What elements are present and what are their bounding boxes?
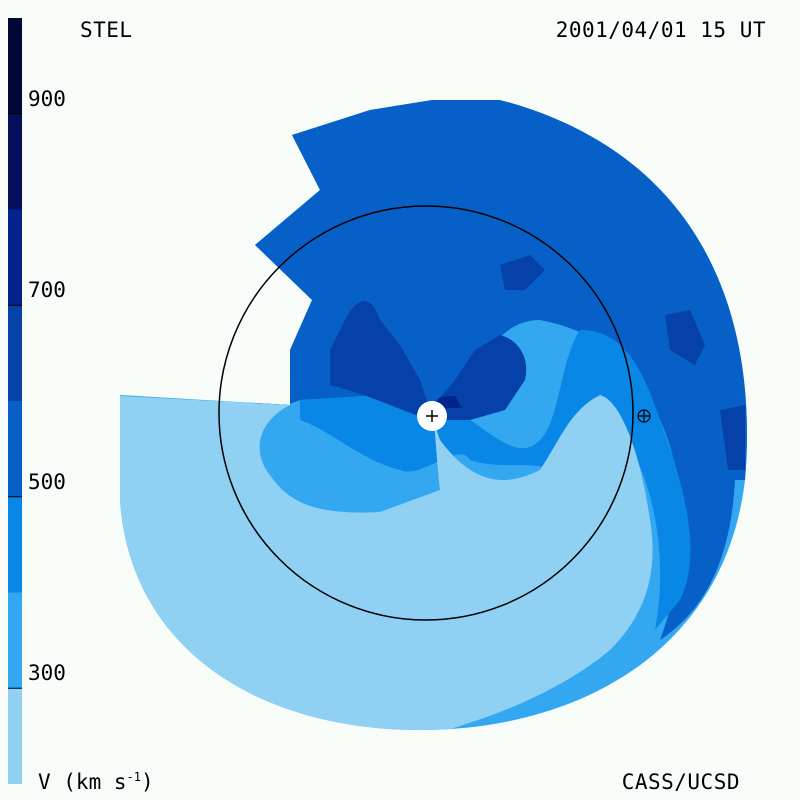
level-650-region-right — [665, 310, 705, 365]
sun-marker — [417, 401, 447, 431]
colorbar-level-400 — [8, 496, 22, 593]
colorbar-units-label: V (km s-1) — [38, 770, 154, 794]
earth-marker — [637, 409, 651, 423]
level-650-region-central — [330, 301, 527, 420]
source-label: STEL — [80, 18, 133, 42]
timestamp: 2001/04/01 15 UT — [555, 18, 766, 42]
earth-orbit-circle — [218, 205, 634, 621]
colorbar-level-300 — [8, 592, 22, 689]
colorbar — [8, 18, 22, 784]
colorbar-level-800 — [8, 113, 22, 210]
units-suffix: ) — [140, 770, 154, 794]
colorbar-tick-label-700: 700 — [28, 278, 66, 303]
colorbar-level-200 — [8, 688, 22, 784]
colorbar-level-600 — [8, 305, 22, 401]
colorbar-level-900 — [8, 18, 22, 114]
units-prefix: V (km s — [38, 770, 127, 794]
colorbar-level-700 — [8, 209, 22, 306]
units-exponent: -1 — [126, 770, 141, 784]
colorbar-level-500 — [8, 401, 22, 497]
level-550-region — [250, 100, 747, 640]
colorbar-tick-label-500: 500 — [28, 469, 66, 494]
colorbar-tick-label-300: 300 — [28, 661, 66, 686]
level-650-region-edge — [720, 405, 745, 470]
colorbar-tick-label-900: 900 — [28, 86, 66, 111]
level-250-region — [120, 395, 653, 730]
credit-label: CASS/UCSD — [621, 770, 740, 794]
level-650-region-upper — [500, 255, 545, 290]
